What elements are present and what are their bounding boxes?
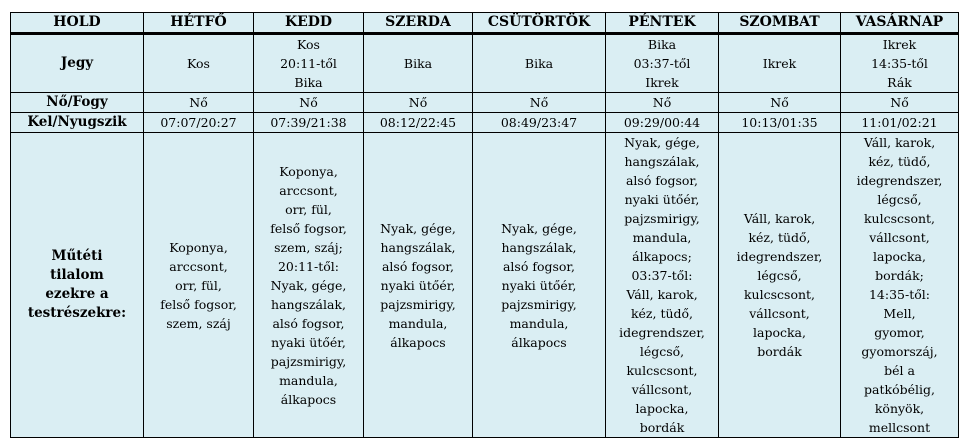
cell: Nő bbox=[363, 92, 473, 113]
cell: Nyak, gége, hangszálak, alsó fogsor, nya… bbox=[363, 132, 473, 438]
row-surgery-ban: Műtéti tilalom ezekre a testrészekre: Ko… bbox=[10, 132, 959, 438]
cell: 08:49/23:47 bbox=[472, 112, 606, 133]
cell: Nő bbox=[718, 92, 841, 113]
moon-schedule-table: HOLD HÉTFŐ KEDD SZERDA CSÜTÖRTÖK PÉNTEK … bbox=[10, 12, 959, 438]
cell: 09:29/00:44 bbox=[605, 112, 719, 133]
cell: Nő bbox=[253, 92, 364, 113]
cell: Kos bbox=[143, 33, 254, 93]
cell: Bika bbox=[363, 33, 473, 93]
cell: Ikrek bbox=[718, 33, 841, 93]
row-sign: Jegy Kos Kos 20:11-től Bika Bika Bika Bi… bbox=[10, 33, 959, 93]
cell: Nő bbox=[605, 92, 719, 113]
cell: Nyak, gége, hangszálak, alsó fogsor, nya… bbox=[472, 132, 606, 438]
cell: 07:39/21:38 bbox=[253, 112, 364, 133]
cell: Kos 20:11-től Bika bbox=[253, 33, 364, 93]
cell: Nő bbox=[143, 92, 254, 113]
row-label: Kel/Nyugszik bbox=[10, 112, 144, 133]
cell: Váll, karok, kéz, tüdő, idegrendszer, lé… bbox=[718, 132, 841, 438]
header-hold: HOLD bbox=[10, 12, 144, 35]
header-monday: HÉTFŐ bbox=[143, 12, 254, 35]
cell: Bika 03:37-től Ikrek bbox=[605, 33, 719, 93]
row-phase: Nő/Fogy Nő Nő Nő Nő Nő Nő Nő bbox=[10, 92, 959, 113]
cell: 07:07/20:27 bbox=[143, 112, 254, 133]
row-label: Műtéti tilalom ezekre a testrészekre: bbox=[10, 132, 144, 438]
cell: 08:12/22:45 bbox=[363, 112, 473, 133]
cell: 10:13/01:35 bbox=[718, 112, 841, 133]
header-row: HOLD HÉTFŐ KEDD SZERDA CSÜTÖRTÖK PÉNTEK … bbox=[10, 12, 959, 35]
cell: Ikrek 14:35-től Rák bbox=[840, 33, 959, 93]
header-tuesday: KEDD bbox=[253, 12, 364, 35]
row-label: Nő/Fogy bbox=[10, 92, 144, 113]
cell: Nő bbox=[840, 92, 959, 113]
cell: Váll, karok, kéz, tüdő, idegrendszer, lé… bbox=[840, 132, 959, 438]
cell: Koponya, arccsont, orr, fül, felső fogso… bbox=[143, 132, 254, 438]
header-thursday: CSÜTÖRTÖK bbox=[472, 12, 606, 35]
row-rise-set: Kel/Nyugszik 07:07/20:27 07:39/21:38 08:… bbox=[10, 112, 959, 133]
header-sunday: VASÁRNAP bbox=[840, 12, 959, 35]
header-friday: PÉNTEK bbox=[605, 12, 719, 35]
header-saturday: SZOMBAT bbox=[718, 12, 841, 35]
cell: Nő bbox=[472, 92, 606, 113]
row-label: Jegy bbox=[10, 33, 144, 93]
cell: Bika bbox=[472, 33, 606, 93]
cell: 11:01/02:21 bbox=[840, 112, 959, 133]
cell: Nyak, gége, hangszálak, alsó fogsor, nya… bbox=[605, 132, 719, 438]
cell: Koponya, arccsont, orr, fül, felső fogso… bbox=[253, 132, 364, 438]
header-wednesday: SZERDA bbox=[363, 12, 473, 35]
